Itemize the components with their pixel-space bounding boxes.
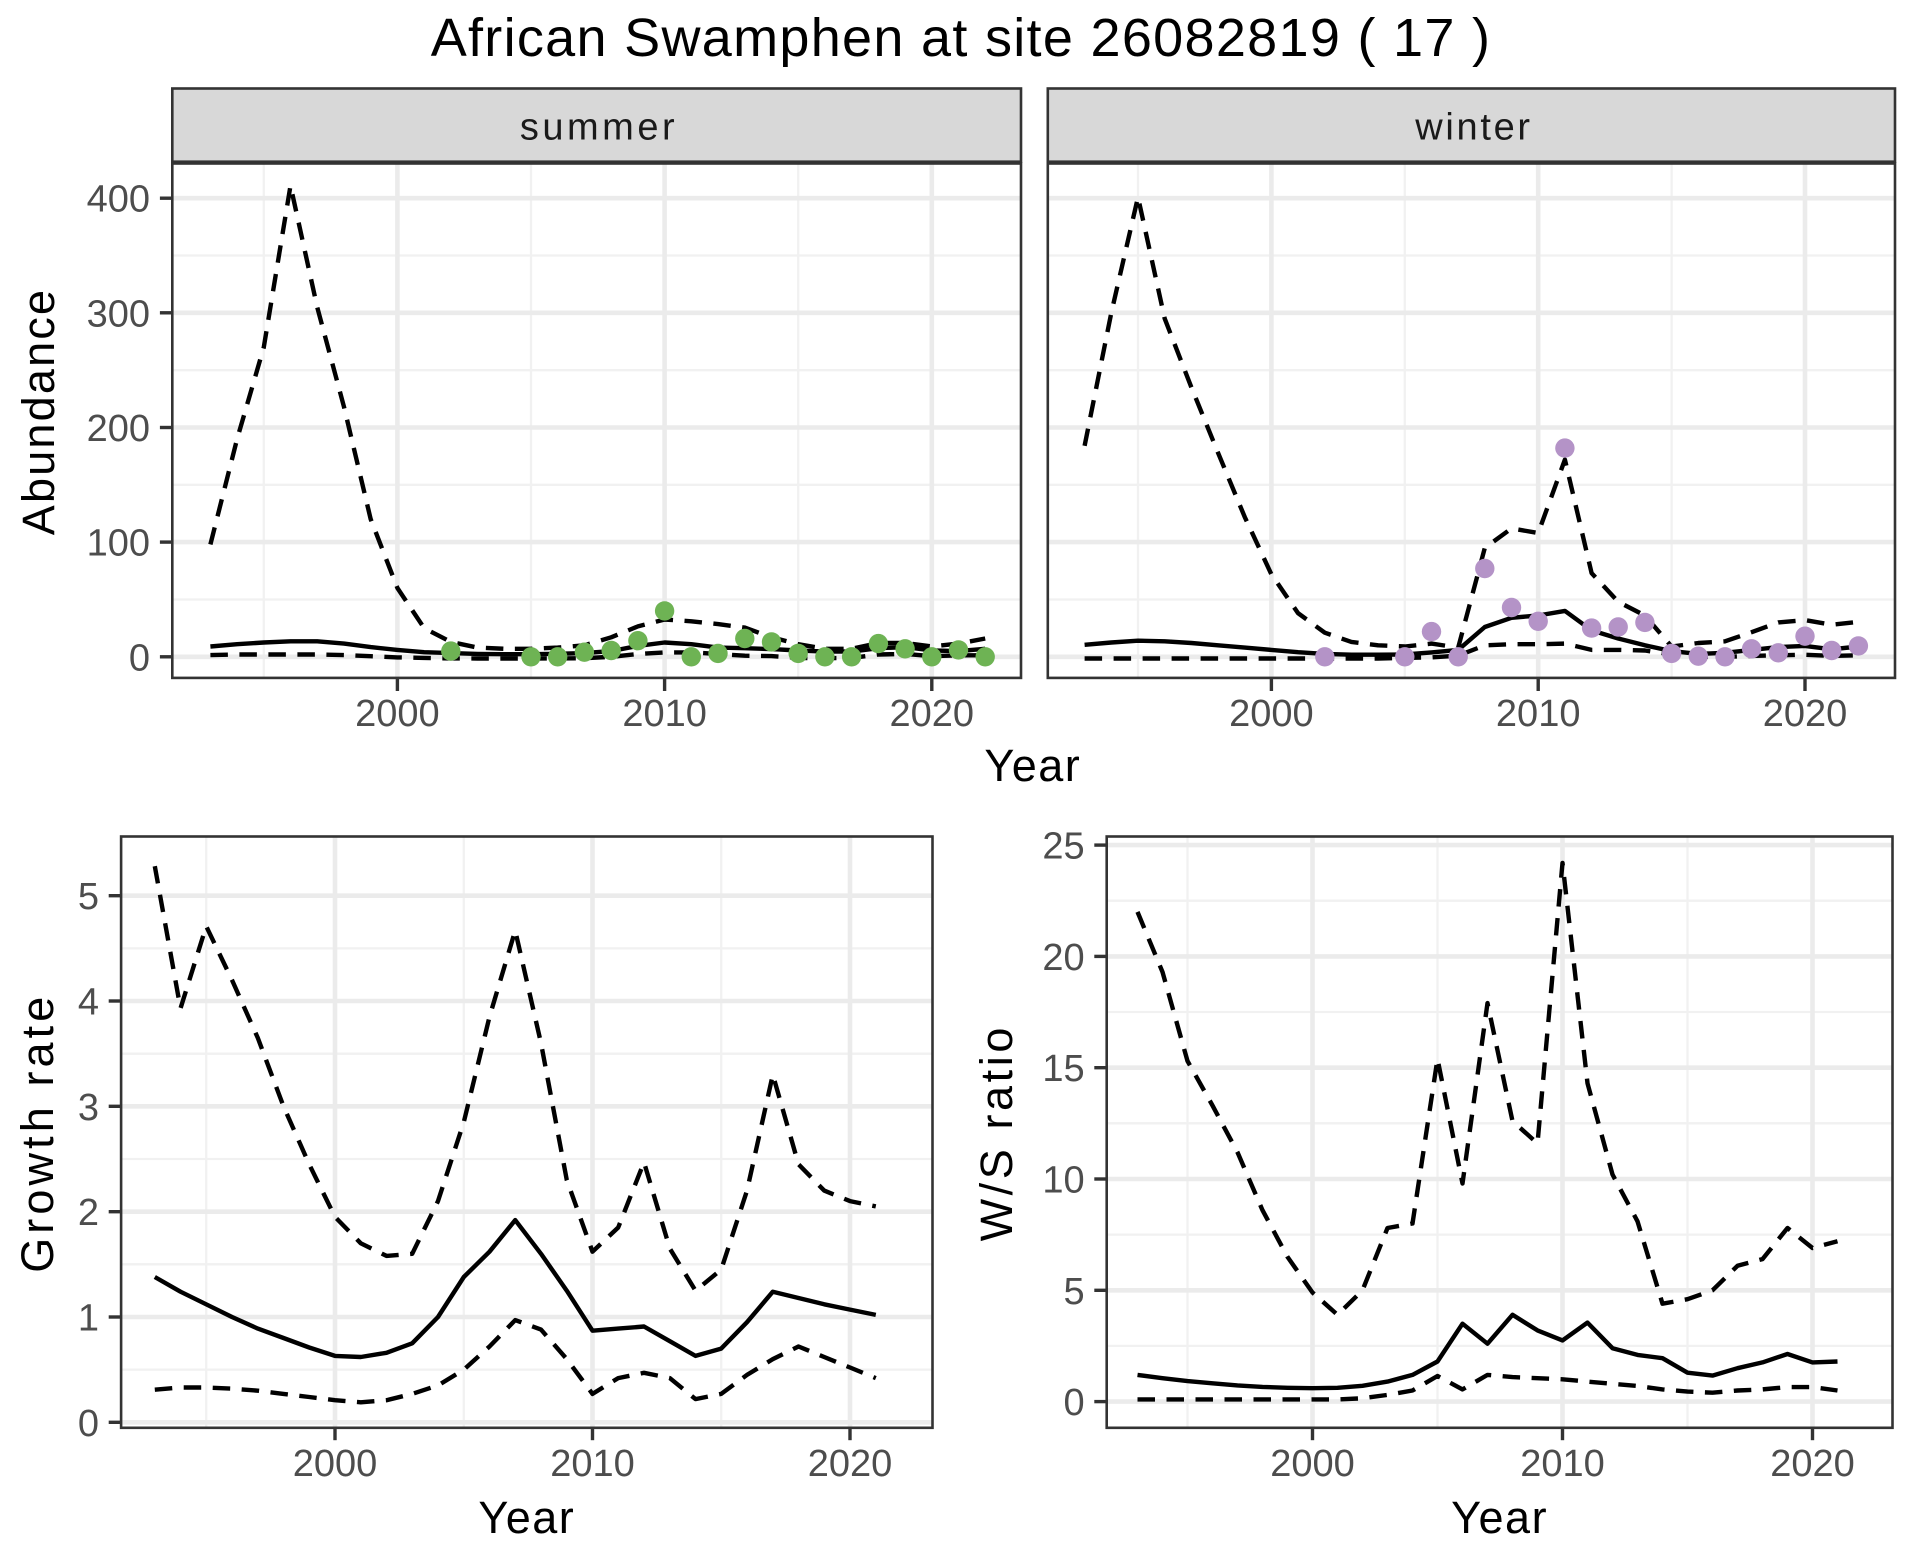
svg-text:2000: 2000 bbox=[355, 693, 440, 735]
svg-text:20: 20 bbox=[1042, 937, 1084, 979]
svg-text:2010: 2010 bbox=[550, 1443, 635, 1485]
svg-text:winter: winter bbox=[1414, 107, 1533, 149]
svg-text:100: 100 bbox=[87, 523, 150, 565]
svg-text:3: 3 bbox=[78, 1087, 99, 1129]
svg-text:200: 200 bbox=[87, 408, 150, 450]
svg-text:0: 0 bbox=[78, 1403, 99, 1445]
svg-text:1: 1 bbox=[78, 1298, 99, 1340]
svg-text:W/S ratio: W/S ratio bbox=[971, 1024, 1022, 1241]
svg-text:2010: 2010 bbox=[1520, 1443, 1605, 1485]
svg-text:2010: 2010 bbox=[622, 693, 707, 735]
svg-text:Year: Year bbox=[1451, 1492, 1548, 1543]
svg-text:Year: Year bbox=[478, 1492, 575, 1543]
svg-text:5: 5 bbox=[78, 876, 99, 918]
svg-text:300: 300 bbox=[87, 293, 150, 335]
svg-text:2: 2 bbox=[78, 1192, 99, 1234]
svg-text:2020: 2020 bbox=[808, 1443, 893, 1485]
svg-text:15: 15 bbox=[1042, 1048, 1084, 1090]
svg-text:400: 400 bbox=[87, 179, 150, 221]
svg-text:4: 4 bbox=[78, 982, 99, 1024]
svg-text:0: 0 bbox=[129, 637, 150, 679]
svg-text:summer: summer bbox=[520, 107, 678, 149]
svg-text:10: 10 bbox=[1042, 1160, 1084, 1202]
svg-text:2020: 2020 bbox=[1763, 693, 1848, 735]
svg-text:Year: Year bbox=[984, 740, 1081, 791]
svg-text:2000: 2000 bbox=[293, 1443, 378, 1485]
svg-text:0: 0 bbox=[1063, 1382, 1084, 1424]
svg-text:2000: 2000 bbox=[1229, 693, 1314, 735]
svg-text:5: 5 bbox=[1063, 1271, 1084, 1313]
svg-text:Abundance: Abundance bbox=[13, 288, 64, 536]
svg-text:2020: 2020 bbox=[1770, 1443, 1855, 1485]
svg-text:2020: 2020 bbox=[890, 693, 975, 735]
svg-text:25: 25 bbox=[1042, 826, 1084, 868]
svg-text:2000: 2000 bbox=[1270, 1443, 1355, 1485]
svg-text:2010: 2010 bbox=[1496, 693, 1581, 735]
svg-text:Growth rate: Growth rate bbox=[12, 993, 63, 1273]
svg-text:African Swamphen at site 26082: African Swamphen at site 26082819 ( 17 ) bbox=[431, 8, 1492, 68]
